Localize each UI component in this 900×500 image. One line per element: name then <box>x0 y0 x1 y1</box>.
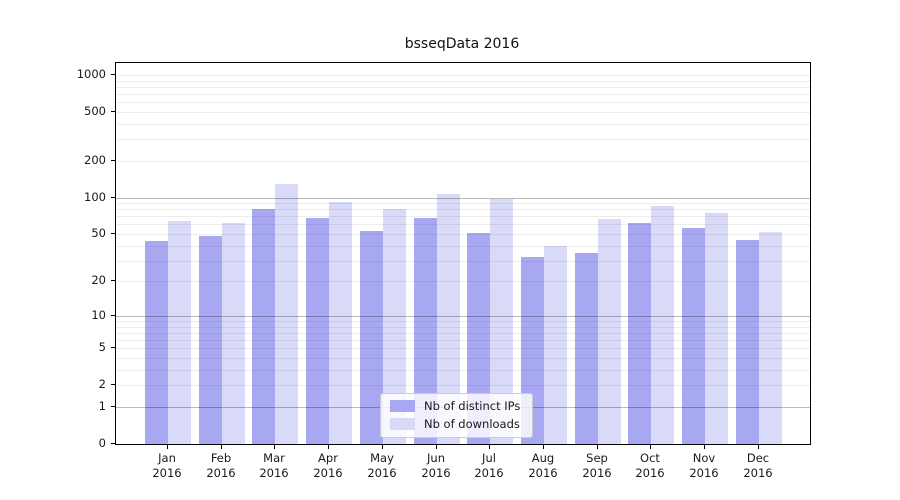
legend-swatch-downloads <box>390 418 415 430</box>
x-tick-year: 2016 <box>152 466 182 480</box>
x-tick-mark-jun <box>436 445 437 449</box>
x-tick-year: 2016 <box>582 466 612 480</box>
x-tick-mark-jan <box>167 445 168 449</box>
bar-apr-downloads <box>329 202 352 444</box>
bar-feb-distinct-ips <box>199 236 222 444</box>
x-tick-month: Jun <box>427 451 445 465</box>
y-tick-label-10: 10 <box>91 308 106 322</box>
legend-label-distinct-ips: Nb of distinct IPs <box>424 399 521 413</box>
plot-area: Nb of distinct IPs Nb of downloads <box>115 62 811 445</box>
bar-nov-distinct-ips <box>682 228 705 444</box>
x-tick-month: Oct <box>640 451 660 465</box>
x-tick-year: 2016 <box>689 466 719 480</box>
x-tick-year: 2016 <box>635 466 665 480</box>
x-tick-label-jun: Jun 2016 <box>406 451 466 481</box>
bar-jul-downloads <box>490 199 513 444</box>
legend-label-downloads: Nb of downloads <box>424 417 520 431</box>
y-tick-label-1: 1 <box>98 399 106 413</box>
bar-feb-downloads <box>222 223 245 444</box>
legend: Nb of distinct IPs Nb of downloads <box>380 393 534 438</box>
y-tick-label-1000: 1000 <box>76 67 106 81</box>
bars-layer <box>116 63 810 444</box>
x-tick-month: Feb <box>210 451 232 465</box>
bar-mar-downloads <box>275 184 298 444</box>
x-tick-label-feb: Feb 2016 <box>191 451 251 481</box>
x-tick-label-nov: Nov 2016 <box>674 451 734 481</box>
x-tick-mark-jul <box>489 445 490 449</box>
bar-jun-distinct-ips <box>414 218 437 444</box>
x-tick-mark-sep <box>597 445 598 449</box>
x-tick-month: Nov <box>692 451 716 465</box>
x-tick-year: 2016 <box>313 466 343 480</box>
x-tick-month: May <box>370 451 394 465</box>
x-tick-month: Jan <box>158 451 176 465</box>
bar-mar-distinct-ips <box>252 209 275 444</box>
y-tick-label-0: 0 <box>98 436 106 450</box>
x-tick-year: 2016 <box>743 466 773 480</box>
chart-title: bsseqData 2016 <box>404 36 520 52</box>
x-tick-mark-dec <box>758 445 759 449</box>
bar-sep-distinct-ips <box>575 253 598 444</box>
bar-jan-distinct-ips <box>145 241 168 444</box>
x-tick-month: Mar <box>263 451 285 465</box>
bar-dec-distinct-ips <box>736 240 759 444</box>
x-tick-mark-may <box>382 445 383 449</box>
x-tick-year: 2016 <box>528 466 558 480</box>
x-tick-month: Dec <box>746 451 770 465</box>
x-tick-label-dec: Dec 2016 <box>728 451 788 481</box>
legend-item-distinct-ips: Nb of distinct IPs <box>390 399 520 413</box>
bar-jan-downloads <box>168 221 191 444</box>
x-tick-label-mar: Mar 2016 <box>244 451 304 481</box>
bar-sep-downloads <box>598 219 621 444</box>
x-tick-label-sep: Sep 2016 <box>567 451 627 481</box>
x-tick-mark-feb <box>221 445 222 449</box>
legend-item-downloads: Nb of downloads <box>390 417 520 431</box>
bar-dec-downloads <box>759 232 782 444</box>
x-tick-label-jul: Jul 2016 <box>459 451 519 481</box>
y-tick-label-100: 100 <box>84 190 106 204</box>
x-tick-label-apr: Apr 2016 <box>298 451 358 481</box>
x-tick-year: 2016 <box>259 466 289 480</box>
x-tick-year: 2016 <box>206 466 236 480</box>
bar-aug-downloads <box>544 246 567 444</box>
x-tick-label-aug: Aug 2016 <box>513 451 573 481</box>
y-tick-label-500: 500 <box>84 104 106 118</box>
x-tick-label-oct: Oct 2016 <box>620 451 680 481</box>
x-tick-month: Sep <box>586 451 608 465</box>
x-tick-month: Apr <box>318 451 338 465</box>
bar-oct-downloads <box>651 206 674 444</box>
y-tick-label-50: 50 <box>91 226 106 240</box>
bar-jun-downloads <box>437 194 460 444</box>
x-tick-mark-mar <box>274 445 275 449</box>
legend-swatch-distinct-ips <box>390 400 415 412</box>
y-tick-label-5: 5 <box>98 340 106 354</box>
bar-nov-downloads <box>705 213 728 444</box>
bar-oct-distinct-ips <box>628 223 651 444</box>
x-tick-mark-oct <box>650 445 651 449</box>
bar-may-downloads <box>383 209 406 444</box>
y-tick-label-20: 20 <box>91 273 106 287</box>
x-tick-year: 2016 <box>474 466 504 480</box>
x-tick-mark-nov <box>704 445 705 449</box>
x-tick-label-jan: Jan 2016 <box>137 451 197 481</box>
bar-apr-distinct-ips <box>306 218 329 444</box>
x-tick-mark-apr <box>328 445 329 449</box>
bar-may-distinct-ips <box>360 231 383 444</box>
x-tick-year: 2016 <box>367 466 397 480</box>
x-tick-month: Jul <box>482 451 496 465</box>
x-tick-month: Aug <box>531 451 555 465</box>
bar-jul-distinct-ips <box>467 233 490 444</box>
y-tick-label-2: 2 <box>98 377 106 391</box>
x-tick-mark-aug <box>543 445 544 449</box>
y-tick-label-200: 200 <box>84 153 106 167</box>
x-tick-label-may: May 2016 <box>352 451 412 481</box>
x-tick-year: 2016 <box>421 466 451 480</box>
